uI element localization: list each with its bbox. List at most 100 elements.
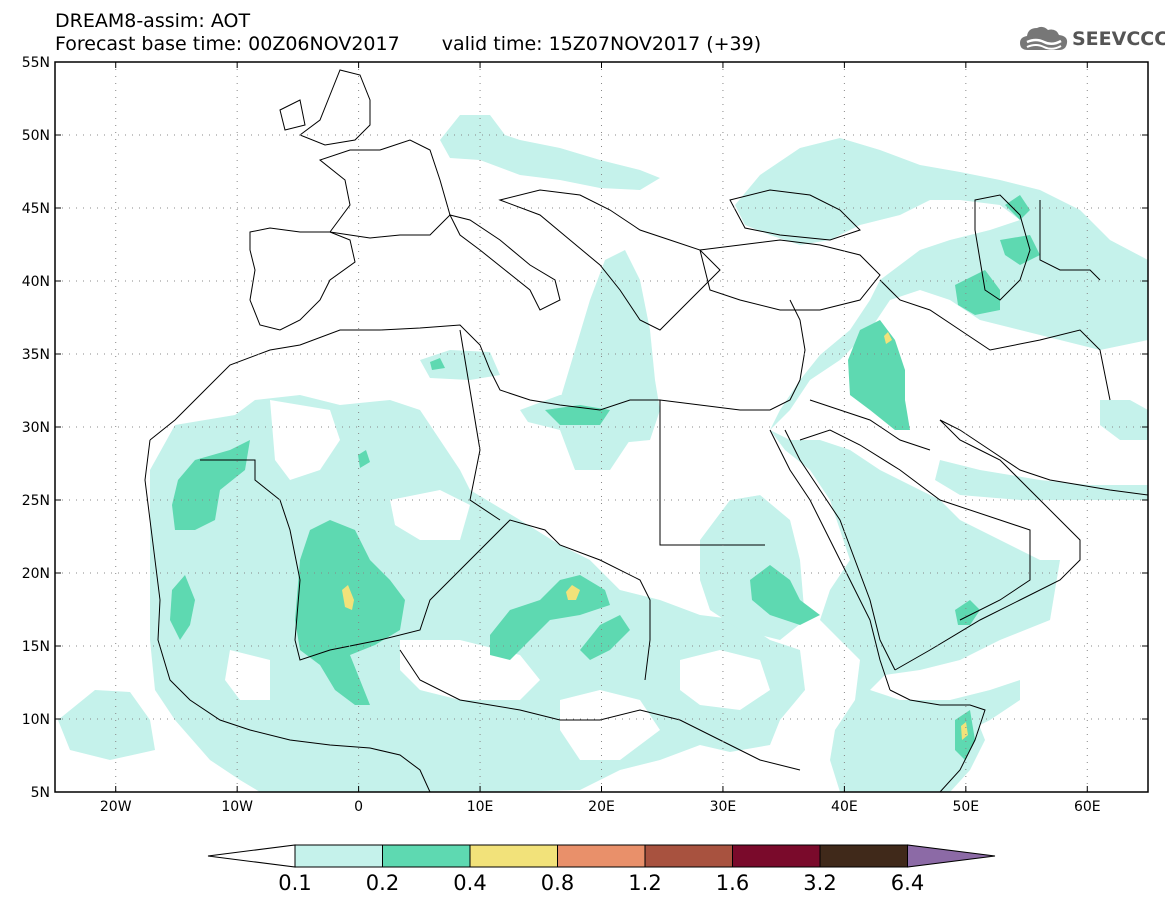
colorbar-label: 0.8 [541,871,574,895]
aot-peak-somalia [961,722,968,740]
lat-tick-label: 5N [31,785,50,801]
colorbar-bin [294,844,383,868]
aot-level-0.1 [58,115,1148,792]
aot-gap-algeria [390,490,470,540]
coast-black-sea [729,189,861,241]
aot-peak-mali [342,585,354,610]
aot-gap-sudan [680,650,770,710]
colorbar-bin [382,844,471,868]
colorbar-bin [819,844,908,868]
lon-tick-label: 40E [831,799,858,815]
cloud-icon [1020,26,1068,50]
coast-arabia [894,419,1081,671]
border-libya-egypt [659,400,765,546]
aot-core-caspian-north [1005,195,1030,220]
aot-region-tunisia [420,350,500,380]
border-russia-kaz [1039,200,1101,281]
aot-level-0.2 [170,195,1040,760]
colorbar-bin [644,844,733,868]
aot-core-niger [490,575,610,660]
border-central-africa [399,649,801,771]
border-sahara [200,459,651,681]
aot-core-algeria-spot [358,450,370,468]
coast-ireland [279,99,306,131]
colorbar-label: 0.2 [366,871,399,895]
coast-north-africa [149,324,801,441]
coast-balkans [498,189,721,331]
colorbar: 0.1 0.2 0.4 0.8 1.2 1.6 3.2 6.4 [207,844,996,895]
aot-region-atlantic-sw [58,690,155,760]
coast-europe-west [249,227,356,331]
base-time-label: Forecast base time: 00Z06NOV2017 [55,33,400,55]
aot-region-arabian-gulf [935,460,1148,500]
lon-tick-label: 20E [588,799,615,815]
aot-core-mali [295,520,405,705]
lon-tick-label: 10E [467,799,494,815]
lat-tick-label: 55N [22,55,50,71]
aot-gap-chad [560,690,660,760]
aot-core-sudan [750,565,820,625]
aot-core-mauritania [170,575,195,640]
map-title: DREAM8-assim: AOT [55,10,251,32]
coast-horn-africa [889,689,986,792]
aot-core-oman [955,600,980,625]
colorbar-label: 0.4 [453,871,486,895]
lon-tick-label: 60E [1074,799,1101,815]
coast-italy [449,214,561,311]
aot-peak-iraq [884,332,892,344]
aot-region-caspian-north [860,170,960,210]
coastlines [144,69,1148,792]
aot-core-caucasus [1000,235,1040,265]
colorbar-bin [557,844,646,868]
coast-levant [789,299,806,381]
lon-tick-label: 30E [710,799,737,815]
coast-france [318,139,451,239]
lon-tick-label: 10W [221,799,253,815]
logo-text: SEEVCCC [1072,28,1165,50]
longitude-axis: 20W 10W 0 10E 20E 30E 40E 50E 60E [100,62,1101,815]
aot-gap-sahara-north [270,400,340,480]
latitude-axis: 55N 50N 45N 40N 35N 30N 25N 20N 15N 10N 5N [22,55,1148,801]
coast-west-africa [144,439,431,792]
lon-tick-label: 20W [100,799,132,815]
aot-gap-libya [470,420,665,590]
aot-core-iraq [848,320,910,430]
aot-core-chad [580,615,630,660]
aot-gap-egypt [665,420,780,590]
aot-core-caspian-west [955,270,1000,315]
colorbar-label: 1.2 [628,871,661,895]
aot-gap-west-africa [225,650,270,700]
colorbar-label: 6.4 [891,871,924,895]
colorbar-bin [469,844,558,868]
colorbar-label: 0.1 [278,871,311,895]
coast-britain [298,69,371,146]
lat-tick-label: 45N [22,201,50,217]
aot-core-algeria-coast [545,405,610,425]
border-saudi [799,429,1031,621]
border-algeria-libya [459,329,501,521]
aot-region-black-sea [735,138,1148,792]
aot-level-0.4 [342,332,968,740]
lon-tick-label: 50E [952,799,979,815]
map-grid [55,62,1148,792]
lat-tick-label: 15N [22,639,50,655]
lat-tick-label: 30N [22,420,50,436]
aot-peak-niger [566,585,580,600]
aot-core-tunisia [430,358,445,370]
aot-core-western-sahara [172,440,250,530]
aot-region-central-europe [440,115,660,190]
lat-tick-label: 50N [22,128,50,144]
colorbar-label: 3.2 [803,871,836,895]
valid-time-label: valid time: 15Z07NOV2017 (+39) [441,33,762,55]
seevccc-logo: SEEVCCC [1018,22,1165,56]
lat-tick-label: 10N [22,712,50,728]
lon-tick-label: 0 [354,799,363,815]
border-iraq [809,399,931,451]
coast-caspian [974,194,1031,301]
coast-red-sea-east [784,429,896,671]
aot-region-sahara [150,395,805,792]
time-info: Forecast base time: 00Z06NOV2017 valid ti… [55,33,761,55]
lat-tick-label: 25N [22,493,50,509]
lat-tick-label: 35N [22,347,50,363]
